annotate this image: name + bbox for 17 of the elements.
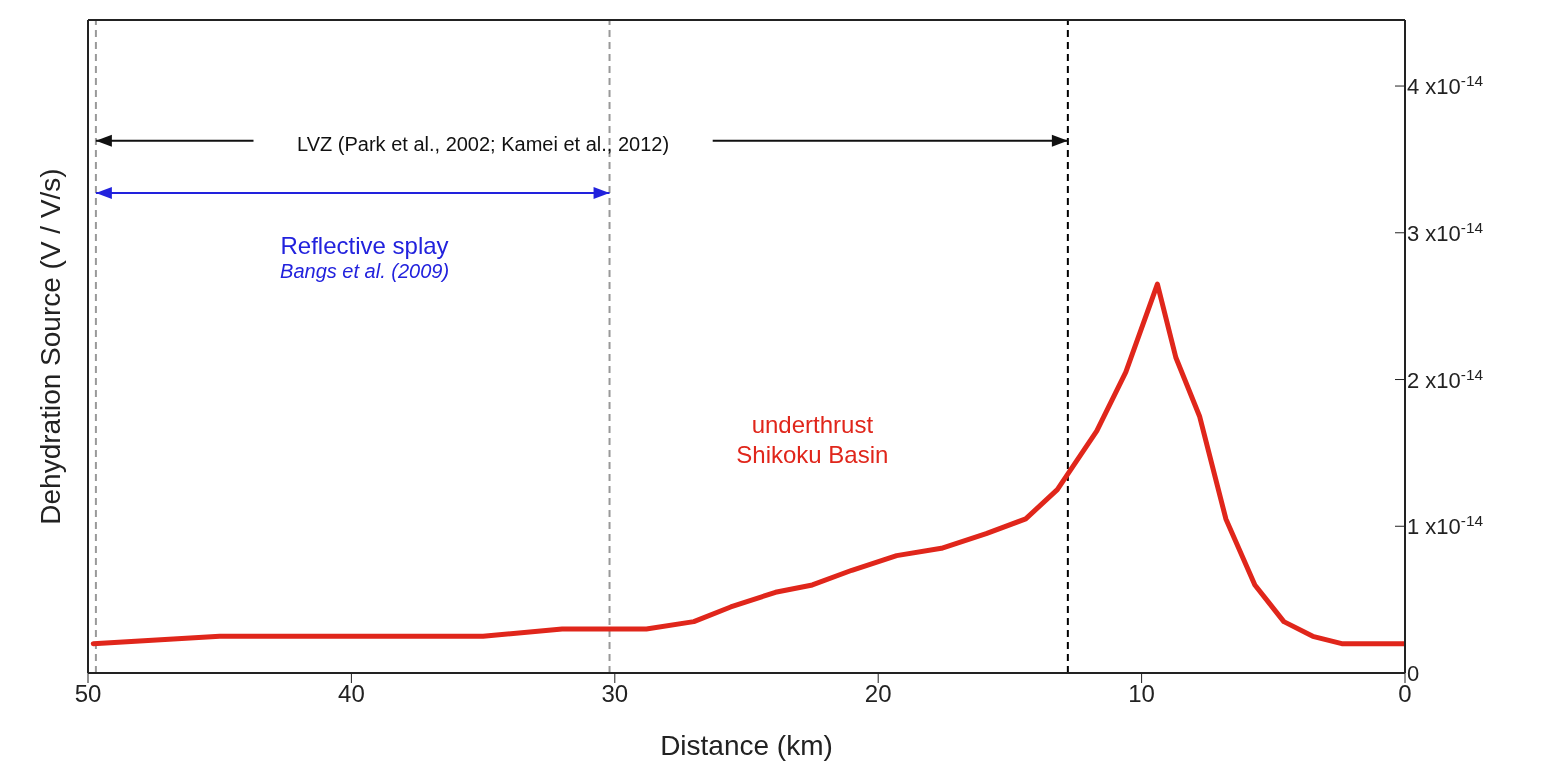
- annotation: LVZ (Park et al., 2002; Kamei et al., 2012): [297, 133, 670, 156]
- x-tick-label: 30: [601, 680, 629, 708]
- x-tick-label: 20: [864, 680, 892, 708]
- y-tick-label: 0: [1407, 661, 1420, 686]
- annotation: Bangs et al. (2009): [280, 260, 450, 283]
- x-tick-label: 50: [74, 680, 102, 708]
- y-tick-label: 4 x10$^{-14}$: [1407, 71, 1484, 100]
- x-tick-label: 10: [1128, 680, 1155, 708]
- y-tick-label: 3 x10$^{-14}$: [1407, 218, 1484, 246]
- annotation: Shikoku Basin: [736, 440, 889, 468]
- y-axis-title: Dehydration Source (V / V/s): [34, 168, 66, 525]
- x-axis-title: Distance (km): [660, 730, 833, 761]
- x-tick-label: 40: [338, 680, 365, 708]
- y-tick-label: 2 x10$^{-14}$: [1407, 365, 1484, 393]
- annotation: Reflective splay: [280, 231, 449, 259]
- annotation: underthrust: [751, 411, 874, 439]
- y-tick-label: 1 x10$^{-14}$: [1407, 511, 1484, 540]
